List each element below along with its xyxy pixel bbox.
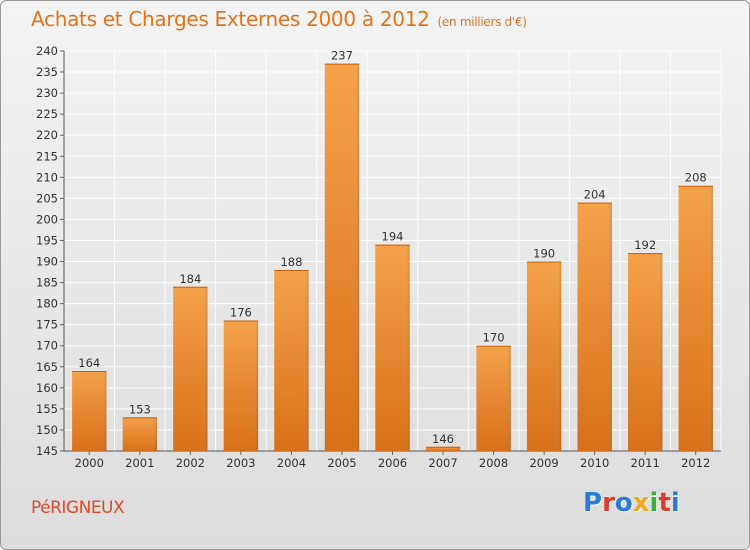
x-tick-label: 2007 (428, 456, 457, 470)
bar-shade (577, 202, 612, 451)
y-tick-label: 205 (36, 191, 58, 205)
x-tick-label: 2001 (125, 456, 154, 470)
y-tick-label: 165 (36, 360, 58, 374)
y-tick-label: 175 (36, 318, 58, 332)
logo-letter: P (583, 488, 603, 518)
proxiti-logo: Proxiti (583, 488, 680, 518)
logo-letter: i (649, 488, 659, 518)
bar-shade (425, 446, 461, 451)
data-label: 204 (584, 188, 606, 202)
bar-shade (375, 244, 410, 451)
y-tick-label: 235 (36, 65, 58, 79)
x-tick-label: 2002 (176, 456, 205, 470)
bar-shade (678, 185, 713, 451)
y-tick-label: 195 (36, 233, 58, 247)
y-tick-label: 215 (36, 149, 58, 163)
y-tick-label: 185 (36, 276, 58, 290)
bar-shade (223, 320, 259, 451)
data-label: 184 (179, 272, 201, 286)
x-tick-label: 2012 (681, 456, 710, 470)
y-tick-label: 225 (36, 107, 58, 121)
bar-shade (274, 269, 309, 451)
data-label: 170 (483, 331, 505, 345)
y-tick-label: 220 (36, 128, 58, 142)
data-label: 146 (432, 432, 454, 446)
x-tick-label: 2009 (529, 456, 558, 470)
y-tick-label: 150 (36, 423, 58, 437)
bar-shade (324, 63, 360, 451)
data-label: 237 (331, 49, 353, 63)
data-label: 192 (634, 238, 656, 252)
y-tick-label: 160 (36, 381, 58, 395)
y-tick-label: 145 (36, 444, 58, 458)
data-label: 164 (78, 356, 100, 370)
chart-title: Achats et Charges Externes 2000 à 2012 (e… (31, 7, 527, 31)
place-name: PéRIGNEUX (31, 498, 125, 518)
data-label: 176 (230, 305, 252, 319)
y-tick-label: 190 (36, 255, 58, 269)
logo-letter: x (632, 488, 650, 518)
x-tick-label: 2006 (378, 456, 407, 470)
y-tick-label: 200 (36, 212, 58, 226)
y-tick-label: 155 (36, 402, 58, 416)
bar-shade (122, 417, 157, 451)
x-tick-label: 2003 (226, 456, 255, 470)
y-tick-label: 210 (36, 170, 58, 184)
bar-shade (526, 261, 562, 451)
x-tick-label: 2004 (277, 456, 306, 470)
x-tick-label: 2005 (327, 456, 356, 470)
x-tick-label: 2000 (75, 456, 104, 470)
bars (72, 63, 713, 451)
bar-shade (628, 253, 663, 451)
data-label: 188 (280, 255, 302, 269)
y-tick-label: 240 (36, 44, 58, 58)
y-tick-label: 170 (36, 339, 58, 353)
data-label: 190 (533, 247, 555, 261)
bar-shade (173, 286, 208, 451)
y-tick-label: 230 (36, 86, 58, 100)
logo-letter: r (602, 488, 615, 518)
chart-subtitle: (en milliers d'€) (437, 15, 527, 29)
x-tick-label: 2010 (580, 456, 609, 470)
bar-shade (476, 345, 511, 451)
data-label: 194 (382, 230, 404, 244)
bar-shade (72, 371, 107, 451)
x-tick-label: 2011 (631, 456, 660, 470)
logo-letter: t (658, 488, 671, 518)
data-labels: 164 153 184 176 188 237 194 146 170 190 204 192 208 (78, 49, 706, 446)
logo-letter: o (614, 488, 633, 518)
x-tick-label: 2008 (479, 456, 508, 470)
logo-letter: i (670, 488, 680, 518)
data-label: 153 (129, 402, 151, 416)
data-label: 208 (685, 171, 707, 185)
y-tick-label: 180 (36, 297, 58, 311)
